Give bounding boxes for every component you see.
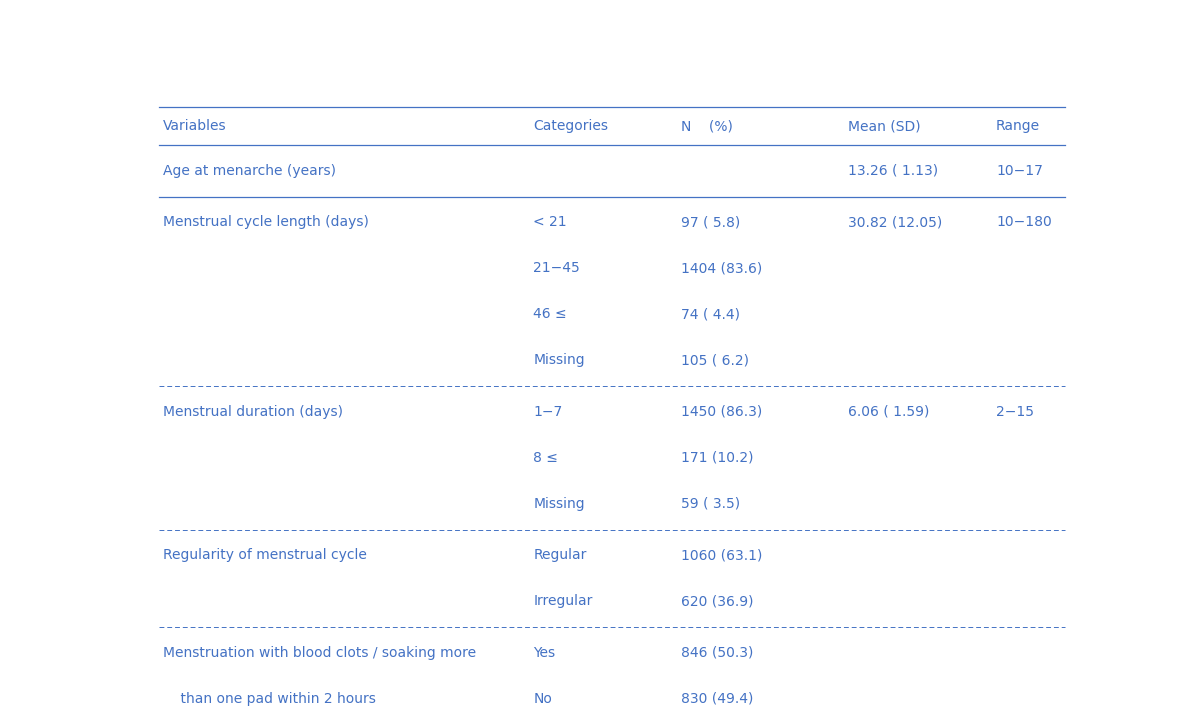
- Text: than one pad within 2 hours: than one pad within 2 hours: [164, 692, 376, 706]
- Text: 1450 (86.3): 1450 (86.3): [682, 405, 763, 419]
- Text: Menstrual cycle length (days): Menstrual cycle length (days): [164, 215, 369, 229]
- Text: 846 (50.3): 846 (50.3): [682, 646, 753, 660]
- Text: Menstrual duration (days): Menstrual duration (days): [164, 405, 343, 419]
- Text: Regular: Regular: [534, 548, 586, 563]
- Text: Yes: Yes: [534, 646, 555, 660]
- Text: 13.26 ( 1.13): 13.26 ( 1.13): [848, 164, 938, 178]
- Text: 59 ( 3.5): 59 ( 3.5): [682, 496, 740, 511]
- Text: 6.06 ( 1.59): 6.06 ( 1.59): [848, 405, 929, 419]
- Text: 30.82 (12.05): 30.82 (12.05): [848, 215, 942, 229]
- Text: 2−15: 2−15: [996, 405, 1034, 419]
- Text: 74 ( 4.4): 74 ( 4.4): [682, 307, 740, 321]
- Text: 620 (36.9): 620 (36.9): [682, 594, 753, 609]
- Text: Missing: Missing: [534, 353, 585, 368]
- Text: Age at menarche (years): Age at menarche (years): [164, 164, 337, 178]
- Text: 830 (49.4): 830 (49.4): [682, 692, 753, 706]
- Text: 1−7: 1−7: [534, 405, 562, 419]
- Text: 171 (10.2): 171 (10.2): [682, 451, 753, 465]
- Text: < 21: < 21: [534, 215, 567, 229]
- Text: 97 ( 5.8): 97 ( 5.8): [682, 215, 740, 229]
- Text: Regularity of menstrual cycle: Regularity of menstrual cycle: [164, 548, 367, 563]
- Text: Range: Range: [996, 119, 1040, 133]
- Text: 21−45: 21−45: [534, 261, 580, 275]
- Text: 8 ≤: 8 ≤: [534, 451, 558, 465]
- Text: 1404 (83.6): 1404 (83.6): [682, 261, 763, 275]
- Text: Menstruation with blood clots / soaking more: Menstruation with blood clots / soaking …: [164, 646, 476, 660]
- Text: Missing: Missing: [534, 496, 585, 511]
- Text: Categories: Categories: [534, 119, 608, 133]
- Text: Irregular: Irregular: [534, 594, 592, 609]
- Text: N    (%): N (%): [682, 119, 733, 133]
- Text: 105 ( 6.2): 105 ( 6.2): [682, 353, 750, 368]
- Text: 10−180: 10−180: [996, 215, 1052, 229]
- Text: Mean (SD): Mean (SD): [848, 119, 921, 133]
- Text: 1060 (63.1): 1060 (63.1): [682, 548, 763, 563]
- Text: No: No: [534, 692, 552, 706]
- Text: Variables: Variables: [164, 119, 227, 133]
- Text: 46 ≤: 46 ≤: [534, 307, 567, 321]
- Text: 10−17: 10−17: [996, 164, 1042, 178]
